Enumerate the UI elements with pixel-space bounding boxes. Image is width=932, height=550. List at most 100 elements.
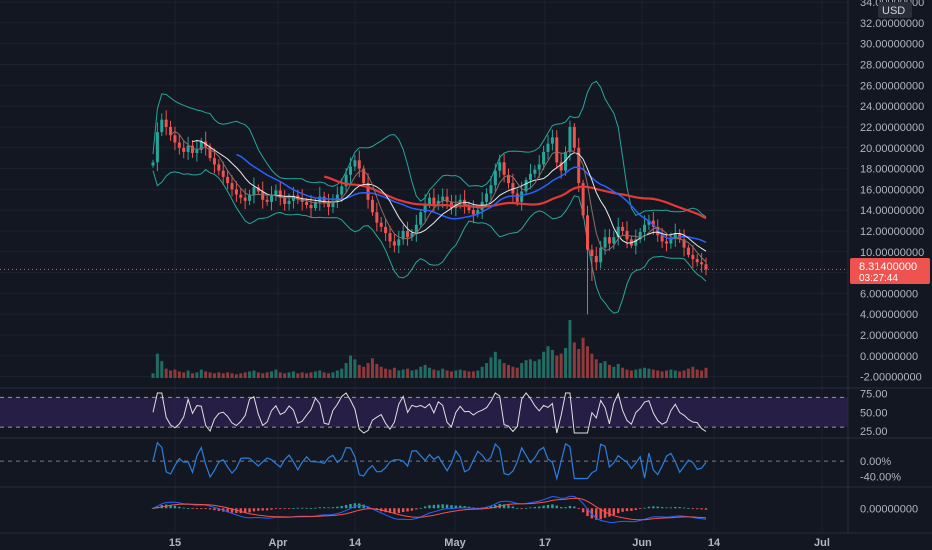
candle-body — [327, 202, 331, 208]
macd-histogram-bar — [704, 508, 708, 510]
candle-body — [471, 210, 475, 215]
macd-histogram-bar — [265, 508, 269, 511]
macd-histogram-bar — [638, 508, 642, 510]
rsi-line — [152, 392, 707, 434]
macd-histogram-bar — [292, 508, 295, 509]
volume-bar — [177, 371, 181, 378]
moving-averages — [170, 130, 707, 263]
macd-histogram-bar — [538, 506, 541, 509]
macd-histogram-bar — [524, 507, 528, 509]
candle-body — [155, 132, 159, 163]
macd-histogram-bar — [441, 504, 444, 509]
macd-histogram-bar — [283, 508, 286, 510]
candle-body — [375, 212, 379, 223]
candle-body — [151, 162, 155, 166]
macd-histogram-bar — [287, 508, 291, 510]
volume-bar — [243, 372, 247, 378]
macd-histogram-bar — [191, 508, 194, 510]
volume-bar — [616, 363, 620, 378]
last-price-tag: 8.31400000 03:27:44 — [850, 258, 930, 284]
candle-body — [682, 239, 686, 248]
macd-histogram-bar — [445, 504, 449, 509]
currency-label-box — [878, 2, 912, 18]
volume-bar — [379, 366, 383, 378]
candle-body — [660, 235, 664, 242]
candle-body — [160, 119, 164, 133]
volume-bar — [599, 363, 603, 378]
volume-bar — [559, 353, 563, 378]
volume-bar — [542, 351, 546, 378]
volume-bar — [410, 370, 414, 378]
price-tick-label: 22.00000000 — [860, 122, 924, 134]
volume-bar — [458, 369, 462, 378]
macd-histogram-bar — [208, 508, 212, 510]
macd-histogram-bar — [296, 507, 300, 509]
macd-histogram-bar — [217, 508, 221, 511]
macd-histogram-bar — [489, 506, 493, 509]
price-tick-label: 30.00000000 — [860, 39, 924, 51]
time-axis[interactable]: 15 Apr 14 May 17 Jun 14 Jul — [169, 537, 830, 549]
macd-histogram-bar — [595, 508, 598, 520]
volume-bar — [318, 370, 322, 378]
volume-bar — [629, 370, 633, 378]
macd-histogram-bar — [204, 508, 207, 510]
macd-histogram-bar — [682, 507, 686, 509]
volume-bar — [164, 368, 168, 378]
volume-bar — [234, 374, 238, 378]
volume-bar — [586, 346, 589, 378]
volume-bar — [537, 359, 541, 378]
volume-bar — [485, 363, 489, 378]
macd-histogram-bar — [696, 508, 699, 510]
volume-bar — [313, 371, 317, 378]
volume-bar — [160, 361, 164, 378]
signal-line — [152, 497, 707, 521]
currency-label[interactable]: USD — [878, 2, 912, 18]
candle-body — [428, 197, 431, 204]
time-tick-label: Jun — [632, 537, 652, 549]
volume-bar — [204, 371, 208, 378]
volume-bar — [370, 358, 374, 378]
candle-body — [221, 170, 225, 177]
candle-body — [528, 173, 532, 181]
candle-body — [340, 186, 344, 195]
volume-bar — [384, 368, 388, 378]
osc-line — [152, 441, 707, 481]
macd-histogram-bar — [450, 505, 453, 509]
macd-histogram-bar — [353, 503, 357, 509]
last-price-value: 8.31400000 — [859, 261, 917, 273]
macd-histogram-bar — [586, 508, 589, 517]
macd-histogram-bar — [507, 505, 510, 509]
rsi-band — [0, 396, 848, 428]
volume-bar — [612, 366, 616, 378]
volume-bar — [265, 372, 269, 378]
volume-bar — [467, 371, 471, 378]
candle-body — [700, 262, 704, 265]
time-tick-label: Jul — [814, 537, 830, 549]
macd-histogram-bar — [647, 506, 651, 509]
rsi-tick-label: 25.00 — [860, 426, 888, 438]
volume-bar — [305, 373, 309, 378]
candle-body — [274, 190, 278, 196]
volume-bar — [274, 369, 278, 378]
volume-bar — [169, 370, 173, 378]
volume-bar — [704, 367, 708, 378]
macd-histogram-bar — [472, 507, 475, 509]
volume-bar — [441, 368, 445, 378]
macd-histogram-bar — [248, 508, 251, 513]
price-tick-label: 2.00000000 — [860, 330, 918, 342]
time-tick-label: 14 — [349, 537, 362, 549]
price-tick-label: 26.00000000 — [860, 80, 924, 92]
macd-histogram-bar — [243, 508, 247, 514]
macd-line — [152, 495, 707, 524]
last-price-tag-box — [850, 258, 930, 284]
candle-body — [476, 210, 480, 215]
volume-bar — [388, 369, 392, 378]
volume-bar — [340, 368, 344, 378]
candle-body — [265, 199, 269, 202]
price-tick-label: 0.00000000 — [860, 351, 918, 363]
volume-bar — [590, 353, 594, 378]
candle-body — [603, 237, 607, 248]
macd-histogram-bar — [533, 506, 537, 509]
